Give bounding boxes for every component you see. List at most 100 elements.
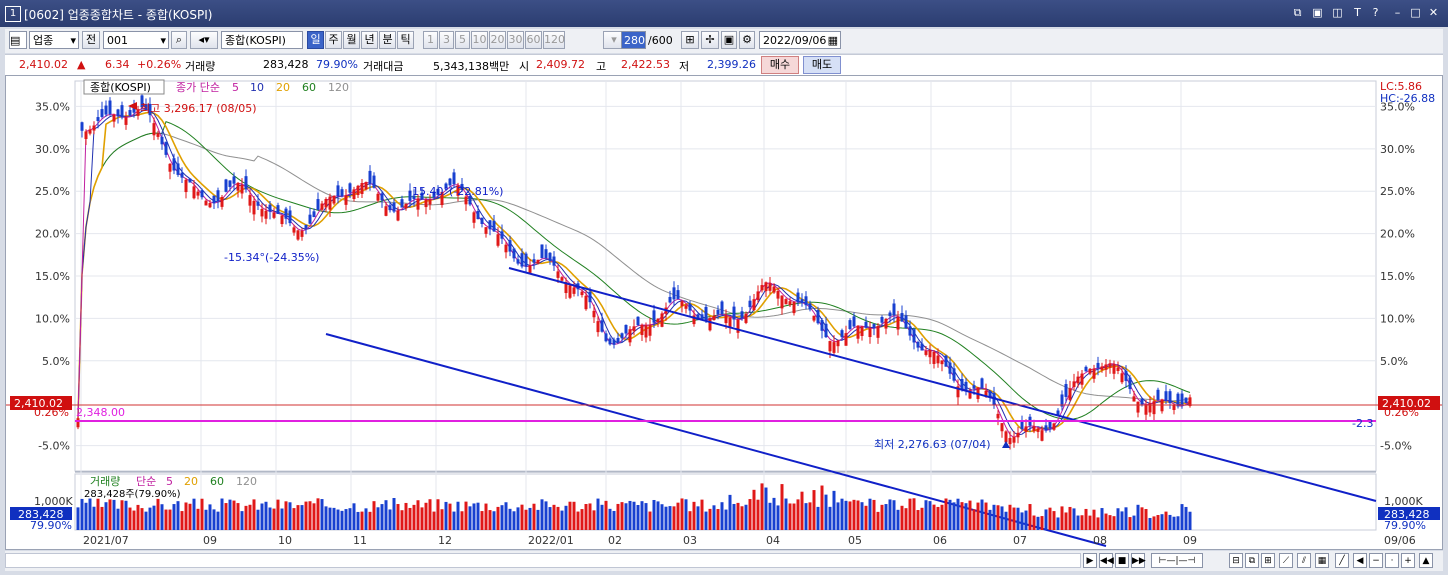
volume-bar xyxy=(592,510,596,530)
forward-icon[interactable]: ▶▶ xyxy=(1131,553,1146,568)
candle-body xyxy=(640,324,644,336)
grid-icon[interactable]: ⊞ xyxy=(681,31,699,49)
scroll-right-icon[interactable]: ▲ xyxy=(1419,553,1433,568)
close-icon[interactable]: ✕ xyxy=(1428,6,1439,19)
minute-10[interactable]: 10 xyxy=(471,31,488,49)
count-input[interactable]: 280 xyxy=(621,31,646,49)
volume-bar xyxy=(1008,504,1012,530)
candle-body xyxy=(196,191,200,196)
copy-icon[interactable]: ▣ xyxy=(1312,6,1323,19)
sell-button[interactable]: 매도 xyxy=(803,56,841,74)
candle-body xyxy=(744,313,748,323)
price-tag-left-bg xyxy=(10,396,72,410)
prev-button[interactable]: 전 xyxy=(82,31,100,49)
window-tile-icon[interactable]: ⊞ xyxy=(1261,553,1275,568)
minute-5[interactable]: 5 xyxy=(455,31,470,49)
volume-bar xyxy=(984,502,988,530)
indicator-icon[interactable]: ⫽ xyxy=(1297,553,1311,568)
horizontal-scrollbar[interactable] xyxy=(5,553,1081,568)
minute-30[interactable]: 30 xyxy=(507,31,524,49)
candle-body xyxy=(396,210,400,221)
volume-bar xyxy=(344,509,348,530)
layout-icon[interactable]: ▤ xyxy=(9,31,27,49)
volume-bar xyxy=(264,501,268,530)
candle-body xyxy=(776,291,780,299)
crosshair-icon[interactable]: ✢ xyxy=(701,31,719,49)
volume-bar xyxy=(1048,507,1052,530)
line-tool-icon[interactable]: ╱ xyxy=(1335,553,1349,568)
window-copy-icon[interactable]: ⧉ xyxy=(1245,553,1259,568)
link-icon[interactable]: ⧉ xyxy=(1293,6,1302,19)
minute-20[interactable]: 20 xyxy=(489,31,506,49)
candle-body xyxy=(172,158,176,171)
candle-body xyxy=(528,265,532,273)
x-tick: 06 xyxy=(933,534,947,547)
zoom-in-icon[interactable]: + xyxy=(1401,553,1415,568)
candle-body xyxy=(592,310,596,318)
candle-body xyxy=(452,172,456,185)
candle-body xyxy=(100,109,104,117)
candle-body xyxy=(1000,423,1004,432)
zoom-out-icon[interactable]: − xyxy=(1369,553,1383,568)
help-icon[interactable]: ? xyxy=(1372,6,1379,19)
play-icon[interactable]: ▶ xyxy=(1083,553,1097,568)
volume-bar xyxy=(980,499,984,530)
candle-body xyxy=(1068,388,1072,401)
volume-bar xyxy=(92,506,96,530)
settings-icon[interactable]: ⚙ xyxy=(739,31,755,49)
chart-area[interactable]: 35.0% 30.0% 25.0% 20.0% 15.0% 10.0% 5.0% -5.0% … xyxy=(5,75,1443,550)
volume-bar xyxy=(508,508,512,530)
period-년[interactable]: 년 xyxy=(361,31,378,49)
y-tick-left: 35.0% xyxy=(35,100,70,113)
candle-body xyxy=(304,224,308,229)
draw-line-icon[interactable]: ⟋ xyxy=(1279,553,1293,568)
buy-button[interactable]: 매수 xyxy=(761,56,799,74)
minimize-icon[interactable]: – xyxy=(1394,6,1401,19)
volume-bar xyxy=(916,510,920,530)
date-input[interactable]: 2022/09/06 ▦ xyxy=(759,31,841,49)
minute-60[interactable]: 60 xyxy=(525,31,542,49)
scroll-left-icon[interactable]: ◀ xyxy=(1353,553,1367,568)
candle-body xyxy=(348,183,352,193)
candle-body xyxy=(1048,421,1052,429)
volume-bar xyxy=(316,498,320,530)
volume-bar xyxy=(964,503,968,530)
candle-body xyxy=(332,195,336,204)
stop-icon[interactable]: ■ xyxy=(1115,553,1129,568)
volume-bar xyxy=(812,490,816,530)
period-주[interactable]: 주 xyxy=(325,31,342,49)
speaker-icon[interactable]: ◂▾ xyxy=(190,31,218,49)
period-일[interactable]: 일 xyxy=(307,31,324,49)
candle-body xyxy=(1084,366,1088,372)
tile-icon[interactable]: ◫ xyxy=(1332,6,1343,19)
period-분[interactable]: 분 xyxy=(379,31,396,49)
code-input[interactable]: 001 ▾ xyxy=(103,31,169,49)
minute-3[interactable]: 3 xyxy=(439,31,454,49)
candle-body xyxy=(116,109,120,117)
type-select[interactable]: 업종 ▾ xyxy=(29,31,79,49)
ruler-icon[interactable]: ▦ xyxy=(1315,553,1329,568)
font-icon[interactable]: T xyxy=(1354,6,1361,19)
zoom-slider[interactable]: ⊢—|—⊣ xyxy=(1151,553,1203,568)
candle-body xyxy=(840,330,844,338)
period-월[interactable]: 월 xyxy=(343,31,360,49)
price-chart[interactable]: 35.0%30.0%25.0%20.0%15.0%10.0%5.0%-5.0% … xyxy=(6,76,1442,549)
minute-1[interactable]: 1 xyxy=(423,31,438,49)
zoom-divider: · xyxy=(1385,553,1399,568)
save-icon[interactable]: ▣ xyxy=(721,31,737,49)
period-틱[interactable]: 틱 xyxy=(397,31,414,49)
candle-body xyxy=(488,220,492,230)
candle-body xyxy=(1112,364,1116,374)
candle-body xyxy=(404,203,408,209)
candle-body xyxy=(324,199,328,208)
minute-120[interactable]: 120 xyxy=(543,31,565,49)
candle-body xyxy=(660,313,664,327)
rewind-icon[interactable]: ◀◀ xyxy=(1099,553,1114,568)
x-tick: 09 xyxy=(203,534,217,547)
volume-bar xyxy=(620,502,624,530)
maximize-icon[interactable]: □ xyxy=(1410,6,1421,19)
window-split-icon[interactable]: ⊟ xyxy=(1229,553,1243,568)
vol-ma-60: 60 xyxy=(210,475,224,488)
volume-bar xyxy=(136,504,140,530)
search-icon[interactable]: ⌕ xyxy=(171,31,187,49)
